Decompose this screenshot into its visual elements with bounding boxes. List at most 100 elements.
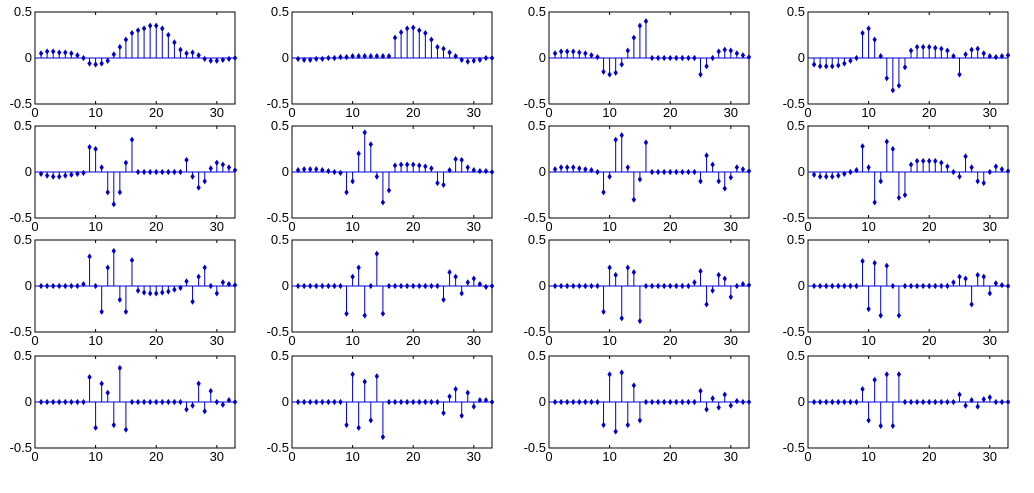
stem-marker bbox=[607, 173, 612, 180]
stem-marker bbox=[643, 18, 649, 25]
stem-marker bbox=[411, 282, 416, 290]
x-tick-label: 10 bbox=[861, 333, 875, 348]
stem-marker bbox=[411, 398, 416, 406]
stem-marker bbox=[398, 398, 404, 406]
stem-marker bbox=[154, 398, 159, 406]
stem-marker bbox=[208, 57, 213, 64]
stem-marker bbox=[332, 54, 337, 62]
x-tick-label: 10 bbox=[345, 333, 359, 348]
stem-marker bbox=[326, 167, 331, 175]
stem-marker bbox=[842, 282, 847, 290]
stem-marker bbox=[577, 398, 582, 406]
stem-marker bbox=[465, 279, 470, 286]
x-tick-label: 30 bbox=[724, 333, 738, 348]
stem-marker bbox=[884, 138, 889, 145]
stem-marker bbox=[692, 398, 697, 406]
stem-marker bbox=[301, 56, 307, 63]
stem-marker bbox=[196, 52, 201, 59]
stem-marker bbox=[878, 312, 883, 319]
stem-marker bbox=[552, 398, 558, 406]
stem-marker bbox=[933, 44, 938, 52]
x-tick-label: 30 bbox=[467, 105, 481, 120]
stem-marker bbox=[746, 167, 752, 175]
x-tick-label: 10 bbox=[345, 105, 359, 120]
x-tick-label: 10 bbox=[602, 219, 616, 234]
stem-marker bbox=[483, 167, 489, 175]
stem-marker bbox=[483, 283, 489, 291]
x-tick-label: 20 bbox=[663, 449, 677, 464]
stem-marker bbox=[896, 194, 902, 201]
subplot-4-4: 0 10 20 300.50-0.5 bbox=[783, 348, 1011, 464]
stem-marker bbox=[969, 164, 974, 171]
stem-marker bbox=[111, 51, 116, 58]
x-tick-label: 0 bbox=[545, 449, 552, 464]
stem-marker bbox=[999, 53, 1005, 60]
x-tick-label: 30 bbox=[983, 105, 997, 120]
stem-marker bbox=[686, 54, 691, 62]
stem-marker bbox=[613, 136, 618, 143]
stem-marker bbox=[811, 61, 817, 68]
stem-marker bbox=[987, 290, 992, 297]
x-tick-label: 30 bbox=[210, 449, 224, 464]
stem-marker bbox=[111, 421, 116, 429]
stem-marker bbox=[332, 168, 337, 176]
subplot-3-3: 0 10 20 300.50-0.5 bbox=[524, 232, 752, 348]
stem-marker bbox=[320, 282, 325, 290]
stem-marker bbox=[710, 54, 715, 62]
stem-marker bbox=[423, 30, 428, 37]
y-tick-label: -0.5 bbox=[267, 96, 289, 111]
y-tick-label: -0.5 bbox=[10, 96, 32, 111]
stem-marker bbox=[698, 71, 703, 78]
stem-marker bbox=[631, 196, 637, 203]
subplot-2-2: 0 10 20 300.50-0.5 bbox=[267, 118, 495, 234]
stem-marker bbox=[441, 45, 446, 52]
stem-marker bbox=[326, 54, 331, 62]
stem-marker bbox=[326, 398, 331, 406]
stem-marker bbox=[44, 282, 50, 290]
stem-marker bbox=[957, 391, 962, 398]
stem-marker bbox=[848, 282, 853, 290]
stem-marker bbox=[453, 385, 458, 393]
stem-marker bbox=[99, 164, 104, 171]
stem-marker bbox=[51, 48, 56, 55]
stem-marker bbox=[668, 398, 673, 406]
y-tick-label: 0 bbox=[25, 278, 32, 293]
stem-marker bbox=[447, 49, 452, 56]
stem-marker bbox=[172, 168, 177, 176]
stem-marker bbox=[565, 398, 570, 406]
stem-marker bbox=[817, 63, 823, 70]
x-tick-label: 20 bbox=[149, 333, 163, 348]
stem-marker bbox=[117, 189, 123, 196]
stem-marker bbox=[362, 312, 367, 319]
y-tick-label: 0 bbox=[282, 164, 289, 179]
x-tick-label: 30 bbox=[467, 333, 481, 348]
y-tick-label: -0.5 bbox=[524, 96, 546, 111]
stem-marker bbox=[963, 275, 968, 282]
stem-marker bbox=[123, 36, 129, 43]
stem-marker bbox=[830, 282, 835, 290]
stem-marker bbox=[649, 54, 655, 62]
stem-marker bbox=[398, 282, 404, 290]
stem-marker bbox=[196, 184, 201, 191]
stem-marker bbox=[848, 57, 853, 64]
stem-marker bbox=[380, 53, 386, 60]
stem-marker bbox=[447, 167, 452, 174]
stem-marker bbox=[878, 178, 883, 185]
stem-marker bbox=[993, 280, 999, 287]
stem-marker bbox=[981, 273, 986, 280]
stem-marker bbox=[674, 168, 679, 176]
stem-marker bbox=[963, 153, 968, 160]
stem-marker bbox=[75, 52, 80, 59]
subplot-2-3: 0 10 20 300.50-0.5 bbox=[524, 118, 752, 234]
stem-marker bbox=[740, 281, 746, 288]
x-tick-label: 10 bbox=[602, 105, 616, 120]
stem-marker bbox=[184, 156, 189, 164]
y-tick-label: -0.5 bbox=[267, 324, 289, 339]
stem-marker bbox=[824, 398, 829, 406]
stem-marker bbox=[178, 398, 183, 406]
y-tick-label: 0.5 bbox=[14, 118, 32, 133]
stem-marker bbox=[459, 156, 464, 164]
subplot-2-4: 0 10 20 300.50-0.5 bbox=[783, 118, 1011, 234]
stem-marker bbox=[129, 136, 135, 143]
stem-marker bbox=[190, 402, 195, 409]
